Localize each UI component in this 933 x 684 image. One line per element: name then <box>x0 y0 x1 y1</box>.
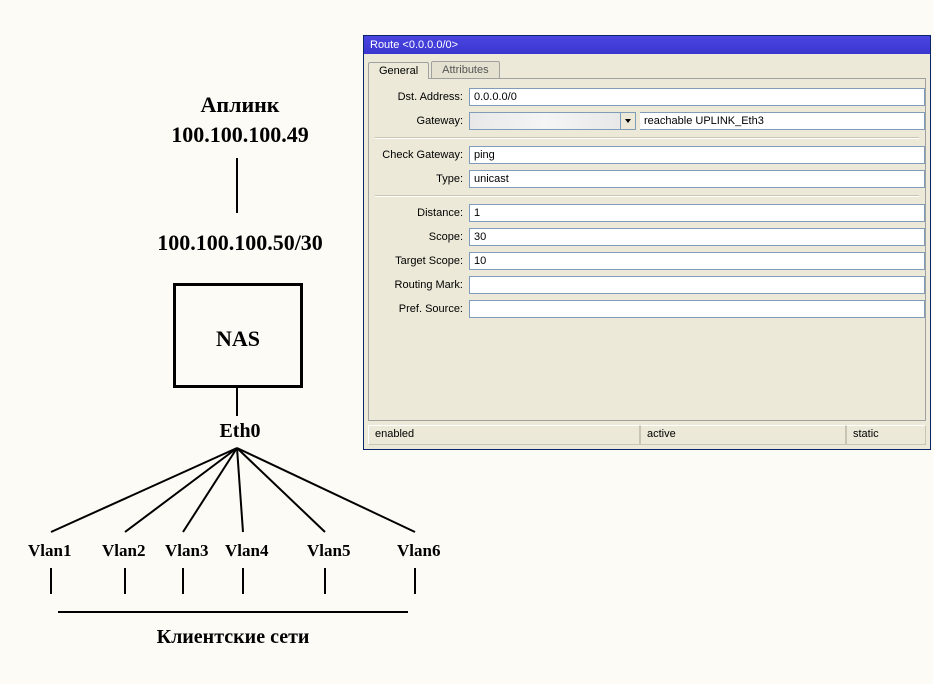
tabs: General Attributes <box>368 58 926 78</box>
vlan-label: Vlan5 <box>307 541 350 561</box>
vlan-label: Vlan3 <box>165 541 208 561</box>
tab-attributes[interactable]: Attributes <box>431 61 499 78</box>
type-input[interactable] <box>469 170 925 188</box>
gateway-status: reachable UPLINK_Eth3 <box>640 112 925 130</box>
route-window: Route <0.0.0.0/0> General Attributes Dst… <box>363 35 931 450</box>
status-active: active <box>640 425 846 445</box>
vlan-label: Vlan4 <box>225 541 268 561</box>
scope-input[interactable] <box>469 228 925 246</box>
vlan-label: Vlan6 <box>397 541 440 561</box>
dst-address-label: Dst. Address: <box>369 91 469 103</box>
gateway-dropdown-button[interactable] <box>620 112 636 130</box>
window-title: Route <0.0.0.0/0> <box>364 36 930 54</box>
dst-address-input[interactable] <box>469 88 925 106</box>
vlan-label: Vlan2 <box>102 541 145 561</box>
routing-mark-input[interactable] <box>469 276 925 294</box>
distance-input[interactable] <box>469 204 925 222</box>
scope-label: Scope: <box>369 231 469 243</box>
tab-general[interactable]: General <box>368 62 429 79</box>
distance-label: Distance: <box>369 207 469 219</box>
general-panel: Dst. Address: Gateway: reachable UPLINK_… <box>368 78 926 421</box>
clients-label: Клиентские сети <box>0 626 466 649</box>
pref-source-label: Pref. Source: <box>369 303 469 315</box>
check-gateway-input[interactable] <box>469 146 925 164</box>
gateway-input[interactable] <box>469 112 621 130</box>
type-label: Type: <box>369 173 469 185</box>
target-scope-label: Target Scope: <box>369 255 469 267</box>
gateway-label: Gateway: <box>369 115 469 127</box>
status-enabled: enabled <box>368 425 640 445</box>
statusbar: enabled active static <box>368 425 926 445</box>
check-gateway-label: Check Gateway: <box>369 149 469 161</box>
separator <box>375 195 919 197</box>
target-scope-input[interactable] <box>469 252 925 270</box>
status-static: static <box>846 425 926 445</box>
vlan-label: Vlan1 <box>28 541 71 561</box>
pref-source-input[interactable] <box>469 300 925 318</box>
separator <box>375 137 919 139</box>
routing-mark-label: Routing Mark: <box>369 279 469 291</box>
